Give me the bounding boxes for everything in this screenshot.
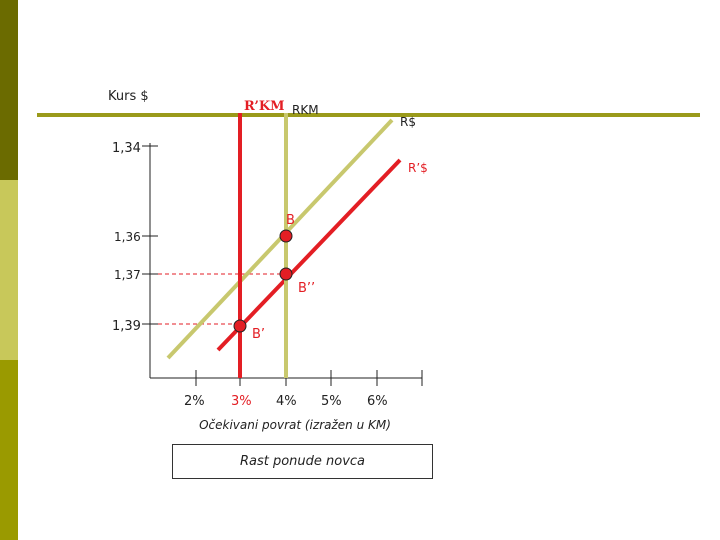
point-b-prime	[233, 319, 247, 333]
sidebar-band-olive	[0, 360, 18, 540]
sidebar-band-light	[0, 180, 18, 360]
x-tick-label-4: 4%	[276, 394, 297, 409]
y-tick-label-136: 1,36	[114, 230, 141, 244]
label-r-usd-prime: R’$	[408, 161, 428, 175]
title-rule	[37, 113, 700, 117]
y-tick-label-137: 1,37	[114, 268, 141, 282]
point-b	[279, 229, 293, 243]
label-point-b-prime: B’	[252, 327, 265, 342]
x-tick-label-6: 6%	[367, 394, 388, 409]
y-tick-label-139: 1,39	[112, 319, 141, 334]
label-point-b: B	[286, 213, 295, 228]
slide-sidebar	[0, 0, 18, 540]
x-tick-label-3: 3%	[231, 394, 252, 409]
x-tick-label-2: 2%	[184, 394, 205, 409]
y-tick-label-134: 1,34	[112, 141, 141, 156]
label-r-usd: R$	[400, 115, 416, 129]
x-axis-title: Očekivani povrat (izražen u KM)	[199, 418, 391, 432]
r-usd-curve	[166, 118, 394, 360]
label-r-km: RKM	[292, 103, 319, 117]
r-usd-prime-curve	[216, 158, 402, 352]
caption-box: Rast ponude novca	[172, 444, 433, 479]
y-axis-title: Kurs $	[108, 89, 149, 104]
label-r-km-prime: R’KM	[244, 99, 285, 114]
label-point-b-double-prime: B’’	[298, 281, 315, 296]
x-tick-label-5: 5%	[321, 394, 342, 409]
sidebar-band-dark	[0, 0, 18, 180]
point-b-double-prime	[279, 267, 293, 281]
